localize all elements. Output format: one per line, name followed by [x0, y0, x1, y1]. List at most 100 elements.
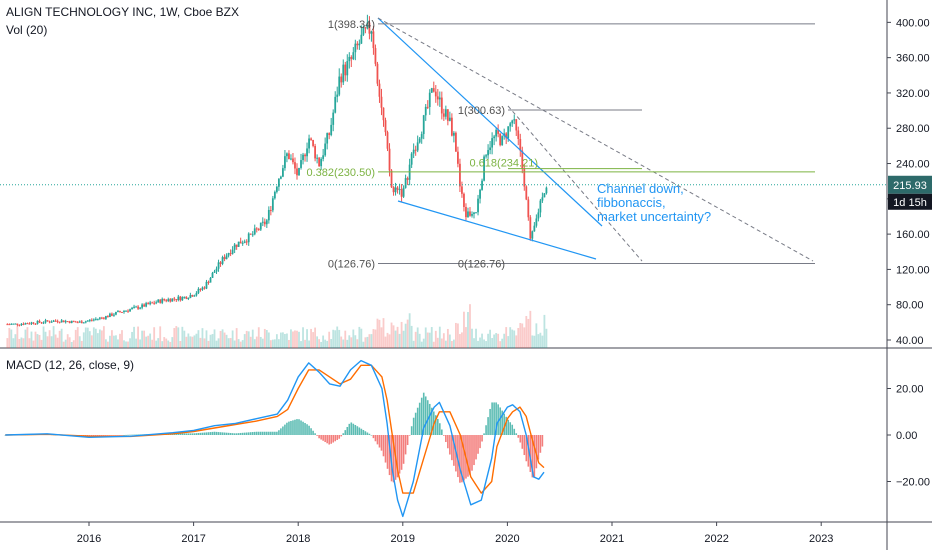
candle-body — [386, 132, 389, 149]
macd-histogram-bar — [266, 431, 268, 435]
macd-histogram-bar — [326, 435, 328, 444]
volume-bar — [491, 338, 494, 348]
candle-body — [459, 163, 461, 187]
macd-histogram-bar — [416, 407, 419, 435]
volume-bar — [277, 339, 280, 348]
volume-bar — [267, 332, 270, 348]
macd-histogram-bar — [129, 434, 131, 436]
candle-body — [113, 314, 115, 316]
candle-body — [332, 112, 335, 125]
candle-body — [414, 149, 417, 151]
macd-histogram-bar — [119, 435, 121, 436]
volume-bar — [446, 328, 449, 348]
candle-body — [203, 287, 206, 289]
fib-label-0: 0(126.76) — [328, 258, 375, 270]
volume-bar — [428, 332, 431, 348]
volume-bar — [296, 330, 298, 348]
volume-bar — [92, 327, 95, 348]
macd-histogram-bar — [525, 435, 528, 462]
candle-body — [424, 106, 427, 116]
macd-histogram-bar — [253, 431, 256, 435]
volume-bar — [74, 329, 77, 348]
volume-bar — [181, 326, 184, 348]
volume-bar — [434, 330, 437, 348]
volume-bar — [493, 334, 496, 348]
volume-bar — [137, 326, 139, 348]
macd-histogram-bar — [103, 435, 105, 436]
macd-histogram-bar — [457, 435, 459, 478]
volume-bar — [249, 336, 252, 348]
volume-bar — [26, 327, 29, 348]
volume-bar — [505, 327, 508, 348]
candle-body — [163, 298, 166, 301]
drawings-layer — [0, 17, 887, 264]
volume-bar — [352, 329, 355, 348]
macd-histogram-bar — [207, 432, 210, 435]
volume-bar — [46, 336, 49, 348]
volume-bar — [312, 332, 314, 348]
macd-histogram-bar — [521, 435, 524, 449]
macd-histogram-bar — [354, 424, 357, 435]
candle-body — [82, 322, 85, 324]
candle-body — [485, 155, 487, 157]
volume-bar — [499, 341, 502, 348]
candle-body — [6, 324, 9, 326]
macd-histogram-bar — [338, 435, 341, 439]
price-tick-label: 240.00 — [896, 159, 930, 171]
volume-bar — [513, 330, 516, 348]
volume-bar — [336, 326, 339, 348]
candle-body — [517, 130, 520, 139]
macd-histogram-bar — [437, 418, 439, 435]
volume-bar — [286, 333, 288, 348]
candle-body — [141, 304, 144, 308]
volume-bar — [364, 337, 367, 348]
volume-bar — [30, 331, 33, 348]
candle-body — [179, 296, 182, 301]
volume-bar — [98, 329, 101, 348]
macd-histogram-bar — [175, 433, 178, 435]
volume-bar — [350, 337, 353, 348]
macd-histogram-bar — [274, 431, 276, 435]
candle-body — [199, 288, 202, 290]
volume-bar — [239, 341, 242, 348]
macd-histogram-bar — [503, 413, 505, 435]
macd-histogram-bar — [312, 430, 314, 435]
macd-indicator-label[interactable]: MACD (12, 26, close, 9) — [6, 358, 135, 372]
macd-histogram-bar — [259, 431, 262, 435]
candle-body — [463, 193, 465, 207]
volume-bar — [34, 331, 37, 348]
candle-body — [277, 178, 280, 187]
candle-body — [107, 316, 109, 318]
candle-body — [282, 168, 284, 177]
candle-body — [74, 321, 77, 323]
volume-bar — [348, 335, 351, 348]
candle-body — [511, 120, 514, 124]
macd-histogram-bar — [453, 435, 455, 466]
volume-bar — [155, 340, 158, 348]
volume-bar — [131, 331, 133, 348]
price-tick-label: 40.00 — [896, 335, 924, 347]
candle-body — [452, 132, 455, 136]
candle-body — [102, 317, 105, 319]
time-tick-label: 2021 — [600, 533, 624, 545]
candle-body — [249, 233, 252, 235]
volume-bar — [275, 334, 278, 348]
volume-bar — [346, 339, 349, 348]
candle-body — [457, 151, 459, 164]
volume-indicator-label[interactable]: Vol (20) — [6, 23, 48, 37]
candle-body — [197, 288, 200, 294]
macd-histogram-bar — [481, 435, 483, 442]
candle-body — [121, 311, 123, 313]
volume-bar — [362, 341, 365, 348]
candle-body — [298, 167, 300, 176]
macd-histogram-bar — [107, 435, 109, 436]
volume-bar — [332, 329, 335, 348]
candle-body — [22, 323, 25, 325]
candle-body — [543, 193, 546, 198]
volume-bar — [368, 334, 371, 348]
macd-histogram-bar — [308, 425, 310, 435]
volume-bar — [257, 327, 260, 348]
macd-histogram-bar — [324, 435, 326, 443]
volume-bar — [107, 341, 109, 348]
